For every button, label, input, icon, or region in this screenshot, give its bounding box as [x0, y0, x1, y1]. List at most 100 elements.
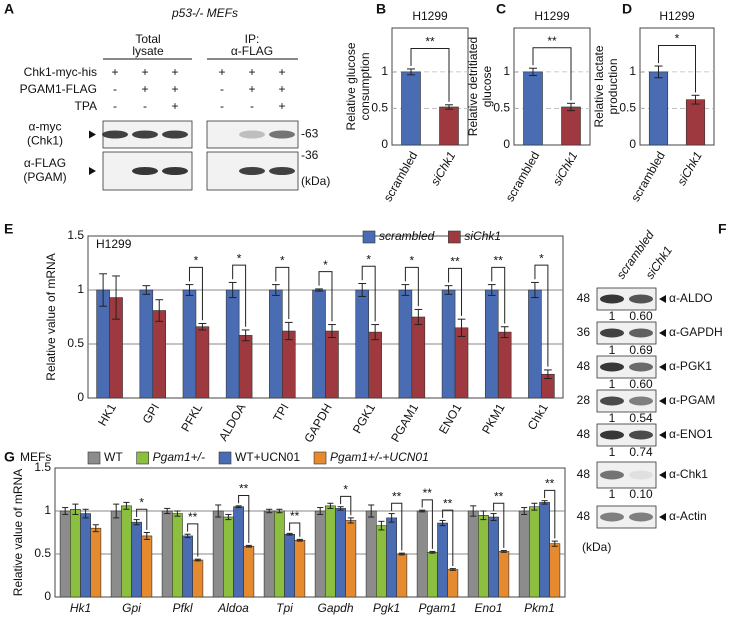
- y-tick-label: 0.5: [371, 101, 388, 115]
- band: [629, 362, 653, 372]
- quant-label: 1: [609, 309, 616, 323]
- bar: [488, 516, 499, 598]
- x-tick-label: Pkm1: [524, 601, 555, 615]
- panel-letter: A: [4, 1, 14, 17]
- legend-label: siChk1: [464, 229, 501, 243]
- blot-membrane: [596, 461, 657, 489]
- lane-sign: -: [250, 99, 254, 113]
- band: [629, 328, 653, 338]
- x-tick-label: ENO1: [436, 401, 465, 437]
- bar: [192, 559, 204, 598]
- unit-label: (kDa): [582, 540, 611, 554]
- lane-sign: +: [278, 82, 285, 96]
- x-tick-label: GAPDH: [301, 401, 334, 445]
- quant-label: 0.69: [629, 343, 653, 357]
- bar: [401, 71, 421, 146]
- significance-label: **: [423, 486, 433, 500]
- x-tick-label: siChk1: [428, 149, 458, 188]
- significance-label: *: [237, 251, 242, 265]
- lane-sign: +: [218, 65, 225, 79]
- arrowhead: [659, 397, 666, 405]
- chart-title: H1299: [534, 9, 570, 23]
- legend-swatch: [448, 230, 461, 244]
- arrowhead: [659, 329, 666, 337]
- y-tick-label: 0: [381, 137, 388, 151]
- y-tick-label: 1: [503, 64, 510, 78]
- bar: [345, 520, 357, 598]
- bar: [368, 331, 382, 399]
- significance-label: *: [366, 252, 371, 266]
- bar: [233, 506, 244, 598]
- quant-label: 0.10: [629, 487, 653, 501]
- x-tick-label: Gpi: [122, 601, 141, 615]
- bar: [223, 516, 234, 598]
- bar: [416, 510, 428, 598]
- band: [629, 470, 653, 480]
- y-tick-label: 0.5: [67, 336, 84, 350]
- x-tick-label: scrambled: [381, 149, 421, 204]
- antibody-label: α-Chk1: [669, 467, 708, 481]
- y-axis-label: Relative glucose: [344, 42, 358, 130]
- bar: [182, 289, 197, 399]
- quant-label: 1: [609, 343, 616, 357]
- significance-label: **: [494, 489, 504, 503]
- y-tick-label: 1.5: [67, 228, 84, 242]
- bar: [59, 510, 71, 598]
- arrowhead: [659, 295, 666, 303]
- x-tick-label: Gapdh: [317, 601, 353, 615]
- bar: [441, 289, 456, 399]
- band: [600, 396, 624, 406]
- bar: [477, 514, 489, 598]
- y-axis-label: Relative value of mRNA: [44, 253, 58, 380]
- bar: [454, 327, 469, 399]
- y-axis-label: Relative detritiated: [466, 37, 480, 136]
- plot-frame: [391, 27, 469, 146]
- band: [239, 167, 265, 175]
- bar: [528, 506, 540, 598]
- bar: [243, 545, 255, 598]
- bar: [172, 513, 183, 598]
- bar: [225, 289, 240, 399]
- antibody-label: α-GAPDH: [669, 325, 723, 339]
- lane-sign: +: [171, 82, 178, 96]
- significance-label: **: [188, 510, 198, 524]
- lane-sign: +: [171, 65, 178, 79]
- bar: [498, 551, 510, 598]
- bar: [528, 289, 542, 399]
- bar: [212, 510, 224, 598]
- significance-label: **: [450, 255, 460, 269]
- bar: [648, 71, 669, 146]
- significance-label: **: [443, 496, 453, 510]
- chart-title: H1299: [659, 9, 695, 23]
- significance-label: *: [280, 253, 285, 267]
- band: [629, 396, 653, 406]
- bar: [497, 331, 512, 399]
- blot-membrane: [596, 287, 657, 311]
- legend-label: WT+UCN01: [235, 450, 300, 464]
- blot-label: α-myc: [29, 120, 62, 134]
- plot-frame: [513, 27, 591, 146]
- significance-label: **: [290, 509, 300, 523]
- band: [600, 328, 624, 338]
- bar: [90, 527, 102, 598]
- x-tick-label: TPI: [270, 401, 291, 424]
- y-axis-label: consumption: [358, 52, 372, 120]
- bar: [325, 330, 339, 399]
- blot-membrane: [596, 355, 657, 379]
- legend-swatch: [218, 451, 232, 465]
- y-tick-label: 1: [381, 64, 388, 78]
- y-axis-label: Relative lactate: [592, 45, 606, 127]
- bar: [386, 517, 397, 598]
- y-tick-label: 0.5: [34, 546, 51, 560]
- significance-bracket: [318, 271, 333, 322]
- y-tick-label: 1: [44, 503, 51, 517]
- band: [629, 294, 653, 304]
- band: [600, 512, 624, 522]
- y-tick-label: 0: [44, 589, 51, 603]
- significance-label: **: [545, 477, 555, 491]
- significance-bracket: [658, 45, 696, 93]
- y-tick-label: 1.5: [34, 460, 51, 474]
- significance-bracket: [534, 264, 549, 367]
- bar: [685, 99, 706, 146]
- size-marker: 48: [577, 359, 591, 373]
